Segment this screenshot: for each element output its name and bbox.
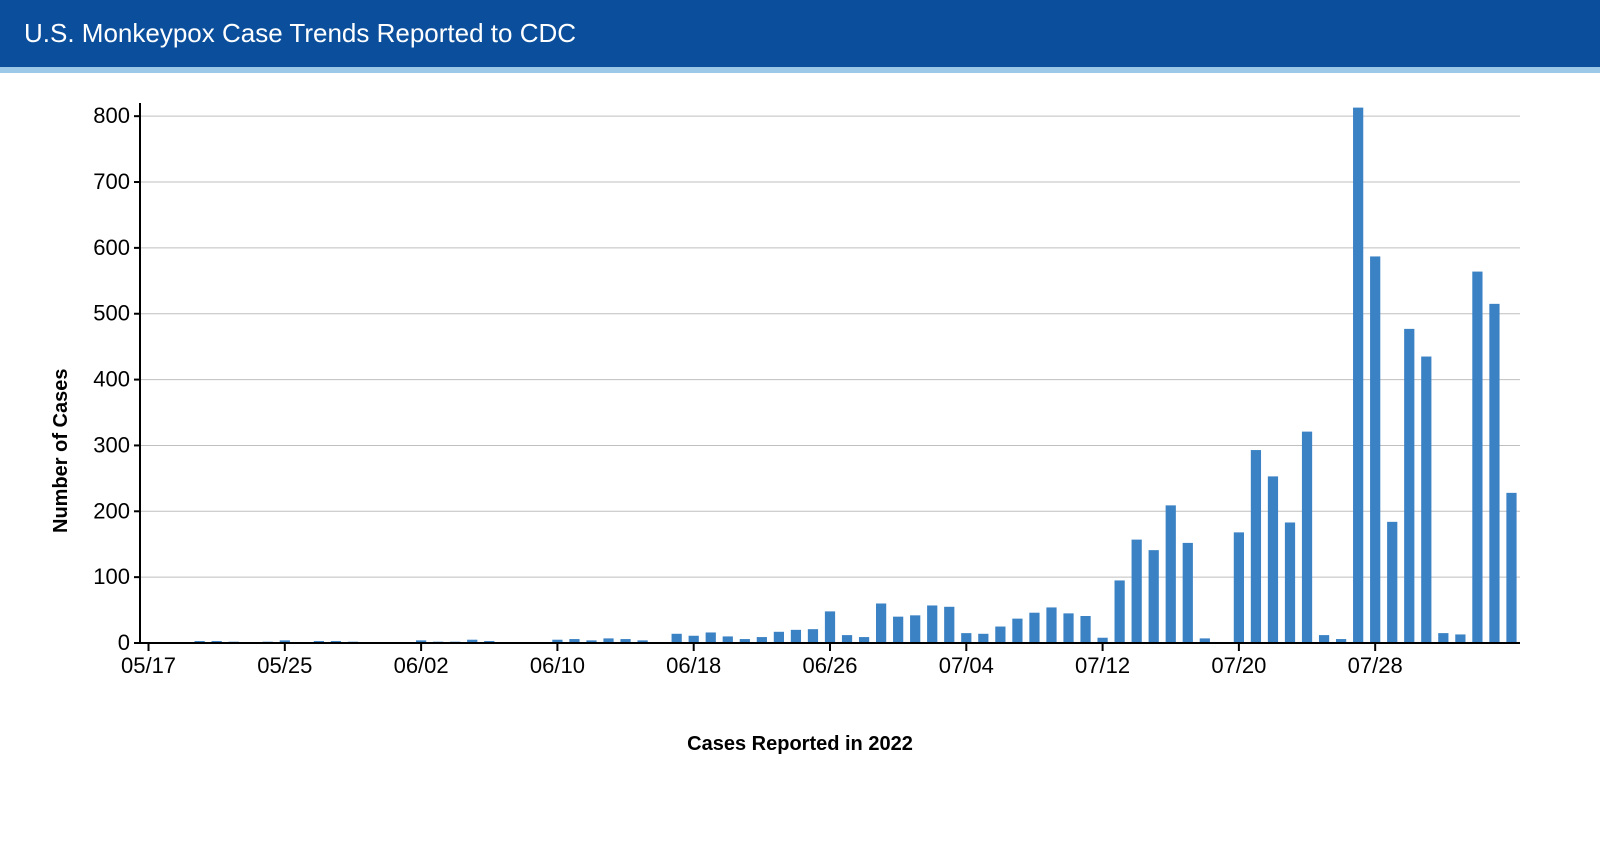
svg-text:06/10: 06/10 (530, 653, 585, 678)
svg-text:500: 500 (93, 301, 130, 326)
bar (961, 633, 971, 643)
bar (1115, 580, 1125, 643)
svg-text:700: 700 (93, 169, 130, 194)
bar (927, 605, 937, 643)
bar-chart: 0 100 200 300 400 500 600 700 800 05/17 05/25 06/02… (70, 73, 1530, 693)
y-axis-label: Number of Cases (50, 369, 73, 534)
bar (978, 634, 988, 643)
svg-text:06/02: 06/02 (394, 653, 449, 678)
bar (1489, 304, 1499, 643)
svg-text:300: 300 (93, 432, 130, 457)
svg-text:05/17: 05/17 (121, 653, 176, 678)
bar (1166, 505, 1176, 643)
svg-text:06/26: 06/26 (802, 653, 857, 678)
bar (1285, 522, 1295, 643)
bar (1183, 543, 1193, 643)
svg-text:07/20: 07/20 (1211, 653, 1266, 678)
bar (1251, 450, 1261, 643)
bar (1506, 493, 1516, 643)
bar (842, 635, 852, 643)
bar (1455, 634, 1465, 643)
svg-text:07/04: 07/04 (939, 653, 994, 678)
svg-text:200: 200 (93, 498, 130, 523)
svg-text:100: 100 (93, 564, 130, 589)
bar (1370, 256, 1380, 643)
svg-text:07/12: 07/12 (1075, 653, 1130, 678)
bar (706, 632, 716, 643)
bar (1080, 616, 1090, 643)
bar (1132, 540, 1142, 643)
svg-text:400: 400 (93, 367, 130, 392)
bar (1029, 613, 1039, 643)
bar (1149, 550, 1159, 643)
page-header: U.S. Monkeypox Case Trends Reported to C… (0, 0, 1600, 67)
bar (1387, 522, 1397, 643)
bar (1472, 272, 1482, 643)
svg-text:05/25: 05/25 (257, 653, 312, 678)
svg-text:0: 0 (118, 630, 130, 655)
bar (791, 630, 801, 643)
svg-text:06/18: 06/18 (666, 653, 721, 678)
bar (944, 607, 954, 643)
page-title: U.S. Monkeypox Case Trends Reported to C… (24, 18, 576, 48)
svg-text:600: 600 (93, 235, 130, 260)
bar (1353, 108, 1363, 643)
bar (910, 615, 920, 643)
svg-text:800: 800 (93, 103, 130, 128)
bar (808, 629, 818, 643)
chart-container: Number of Cases 0 100 200 300 400 500 600 700 80… (0, 73, 1600, 756)
bar (1234, 532, 1244, 643)
bar (893, 617, 903, 643)
bar (1319, 635, 1329, 643)
bar (876, 603, 886, 643)
bar (1302, 432, 1312, 643)
bar (1046, 607, 1056, 643)
bar (825, 611, 835, 643)
x-axis-label: Cases Reported in 2022 (0, 733, 1600, 756)
svg-text:07/28: 07/28 (1348, 653, 1403, 678)
bar (774, 632, 784, 643)
bar (995, 627, 1005, 643)
bar (1421, 357, 1431, 643)
bar (689, 636, 699, 643)
bar (1012, 619, 1022, 643)
bar (1438, 633, 1448, 643)
bar (1063, 613, 1073, 643)
bar (1268, 476, 1278, 643)
bar (1404, 329, 1414, 643)
bar (672, 634, 682, 643)
